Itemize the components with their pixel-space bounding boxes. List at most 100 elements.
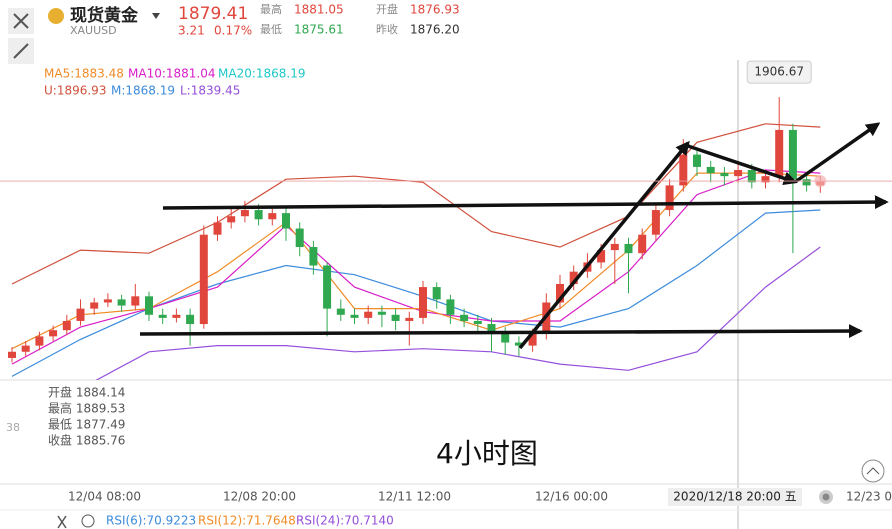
stat-value: 1876.20: [410, 23, 460, 37]
stat-value: 1876.93: [410, 3, 460, 17]
indicator-line: [11, 169, 821, 365]
candle-body: [734, 169, 743, 177]
arrow: [687, 144, 798, 186]
candle-body: [460, 314, 469, 321]
candle-body: [76, 308, 85, 321]
candle-body: [693, 154, 701, 167]
candle-body: [651, 210, 660, 235]
candle-body: [227, 216, 236, 223]
cursor-label: 2020/12/18 20:00 五: [673, 490, 796, 504]
candle-body: [35, 336, 44, 346]
indicator-label: U:1896.93: [44, 84, 106, 98]
candle-body: [323, 265, 332, 309]
candle-body: [514, 342, 523, 346]
close-icon: [13, 13, 29, 29]
rsi-label: RSI(12):71.7648: [198, 514, 296, 528]
candle-body: [295, 228, 304, 248]
candle-body: [145, 296, 153, 315]
collapse-icon: [866, 467, 880, 475]
candle-body: [131, 296, 140, 306]
candle-body: [21, 345, 30, 352]
indicator-label: M:1868.19: [111, 84, 175, 98]
candle-body: [309, 247, 318, 266]
candle-body: [117, 299, 126, 306]
price: 1879.41: [178, 4, 248, 24]
candle-body: [706, 166, 715, 174]
candle-body: [240, 210, 249, 217]
collapse-button[interactable]: [861, 459, 885, 483]
candle-body: [282, 213, 290, 229]
rsi-settings[interactable]: [81, 514, 95, 528]
candle-body: [788, 129, 797, 180]
candle-body: [624, 243, 633, 254]
candle-body: [336, 308, 345, 315]
candle-body: [610, 243, 619, 251]
x-tick-label: 12/16 00:00: [535, 490, 608, 504]
stat-value: 1875.61: [294, 23, 344, 37]
rsi-close[interactable]: [57, 515, 67, 529]
indicator-line: [95, 246, 821, 380]
candle-body: [720, 173, 729, 177]
stat-value: 1881.05: [294, 3, 344, 17]
peak-label: 1906.67: [754, 65, 804, 79]
arrow: [162, 195, 889, 210]
candle-body: [802, 179, 811, 186]
info-line: 开盘 1884.14: [48, 385, 125, 400]
candle-body: [364, 311, 373, 318]
candle-body: [501, 333, 510, 343]
candle-body: [213, 222, 222, 235]
candle-body: [473, 320, 482, 325]
candle-body: [665, 185, 674, 211]
rsi-label: RSI(24):70.7140: [296, 514, 394, 528]
candle-body: [199, 234, 208, 325]
candle-body: [747, 169, 756, 183]
annotation-arrows: [139, 122, 889, 350]
symbol: XAUUSD: [70, 24, 117, 37]
stat-label: 最低: [260, 23, 282, 36]
shrink-icon: [13, 43, 29, 59]
indicator-label: MA5:1883.48: [44, 67, 124, 81]
candle-body: [556, 283, 564, 303]
candle-body: [391, 314, 400, 321]
candle-body: [103, 299, 112, 303]
candle-body: [679, 154, 688, 186]
candle-body: [350, 314, 359, 318]
candle-body: [377, 311, 386, 315]
info-line: 收盘 1885.76: [48, 433, 125, 448]
candle-body: [186, 314, 195, 325]
candle-body: [432, 287, 441, 300]
indicator-line: [11, 172, 821, 350]
edge-label: 38: [6, 421, 20, 434]
candle-body: [446, 299, 455, 315]
chart-label: 4小时图: [436, 437, 538, 470]
candle-body: [405, 317, 414, 321]
gold-icon: [48, 8, 64, 24]
rsi-label: RSI(6):70.9223: [106, 514, 196, 528]
info-line: 最高 1889.53: [48, 401, 125, 416]
stat-label: 开盘: [376, 2, 398, 16]
indicator-line: [11, 123, 821, 285]
peak-box: [746, 60, 812, 84]
stat-label: 最高: [260, 2, 282, 16]
candle-body: [90, 302, 99, 309]
cursor-box: [668, 488, 802, 506]
candle-body: [62, 320, 71, 331]
candle-body: [49, 330, 58, 337]
x-tick-label: 12/23 0: [846, 490, 892, 504]
x-tick-label: 12/04 08:00: [68, 490, 141, 504]
stat-label: 昨收: [376, 22, 398, 36]
candle-body: [8, 351, 16, 358]
arrow: [793, 122, 881, 184]
candle-body: [761, 176, 770, 183]
info-line: 最低 1877.49: [48, 418, 125, 432]
candle-body: [268, 213, 277, 220]
x-tick-label: 12/08 20:00: [223, 490, 296, 504]
record-dot: [822, 493, 830, 501]
header: 现货黄金 XAUUSD 1879.41 3.21 0.17% 最高 1881.05…: [8, 2, 460, 64]
dropdown[interactable]: [152, 13, 160, 19]
indicator-label: MA10:1881.04: [128, 67, 216, 81]
candle-body: [419, 287, 427, 318]
indicator-line: [11, 209, 821, 377]
name: 现货黄金: [70, 5, 139, 26]
